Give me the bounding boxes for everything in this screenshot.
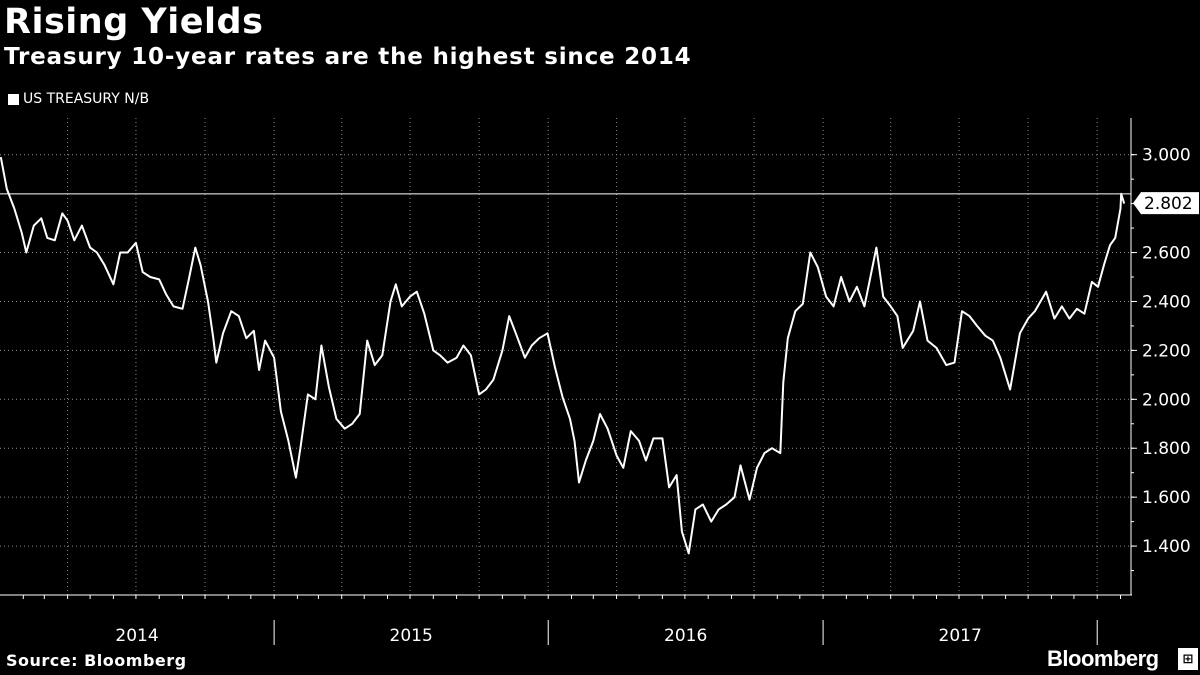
axis-layer: 1.400 1.600 1.800 2.000 2.200 2.400 2.600 3.000… — [0, 118, 1191, 646]
legend: US TREASURY N/B — [8, 91, 149, 107]
y-tick-label: 2.200 — [1142, 341, 1191, 361]
chart-subtitle: Treasury 10-year rates are the highest s… — [4, 44, 692, 70]
series-layer — [0, 156, 1131, 555]
label-layer: 2.802 — [1133, 192, 1199, 215]
x-tick-label: 2015 — [390, 626, 433, 646]
x-tick-label: 2016 — [664, 626, 707, 646]
y-tick-label: 1.600 — [1142, 488, 1191, 508]
y-tick-label: 2.400 — [1142, 292, 1191, 312]
brand-mark-icon: ⊞ — [1178, 648, 1198, 670]
legend-swatch — [8, 93, 19, 105]
y-tick-label: 2.600 — [1142, 244, 1191, 264]
last-value-flag — [1133, 192, 1199, 215]
legend-label: US TREASURY N/B — [23, 91, 150, 107]
x-tick-label: 2017 — [939, 626, 982, 646]
chart-title: Rising Yields — [4, 2, 264, 42]
grid-layer — [0, 118, 1131, 595]
y-tick-label: 1.800 — [1142, 439, 1191, 459]
y-tick-label: 3.000 — [1142, 146, 1191, 166]
source-note: Source: Bloomberg — [6, 651, 187, 670]
series-line — [0, 156, 1126, 555]
brand-logo: Bloomberg — [1047, 646, 1159, 671]
y-tick-label: 2.000 — [1142, 390, 1191, 410]
last-value-label: 2.802 — [1144, 194, 1193, 214]
x-tick-label: 2014 — [115, 626, 158, 646]
y-tick-label: 1.400 — [1142, 537, 1191, 557]
